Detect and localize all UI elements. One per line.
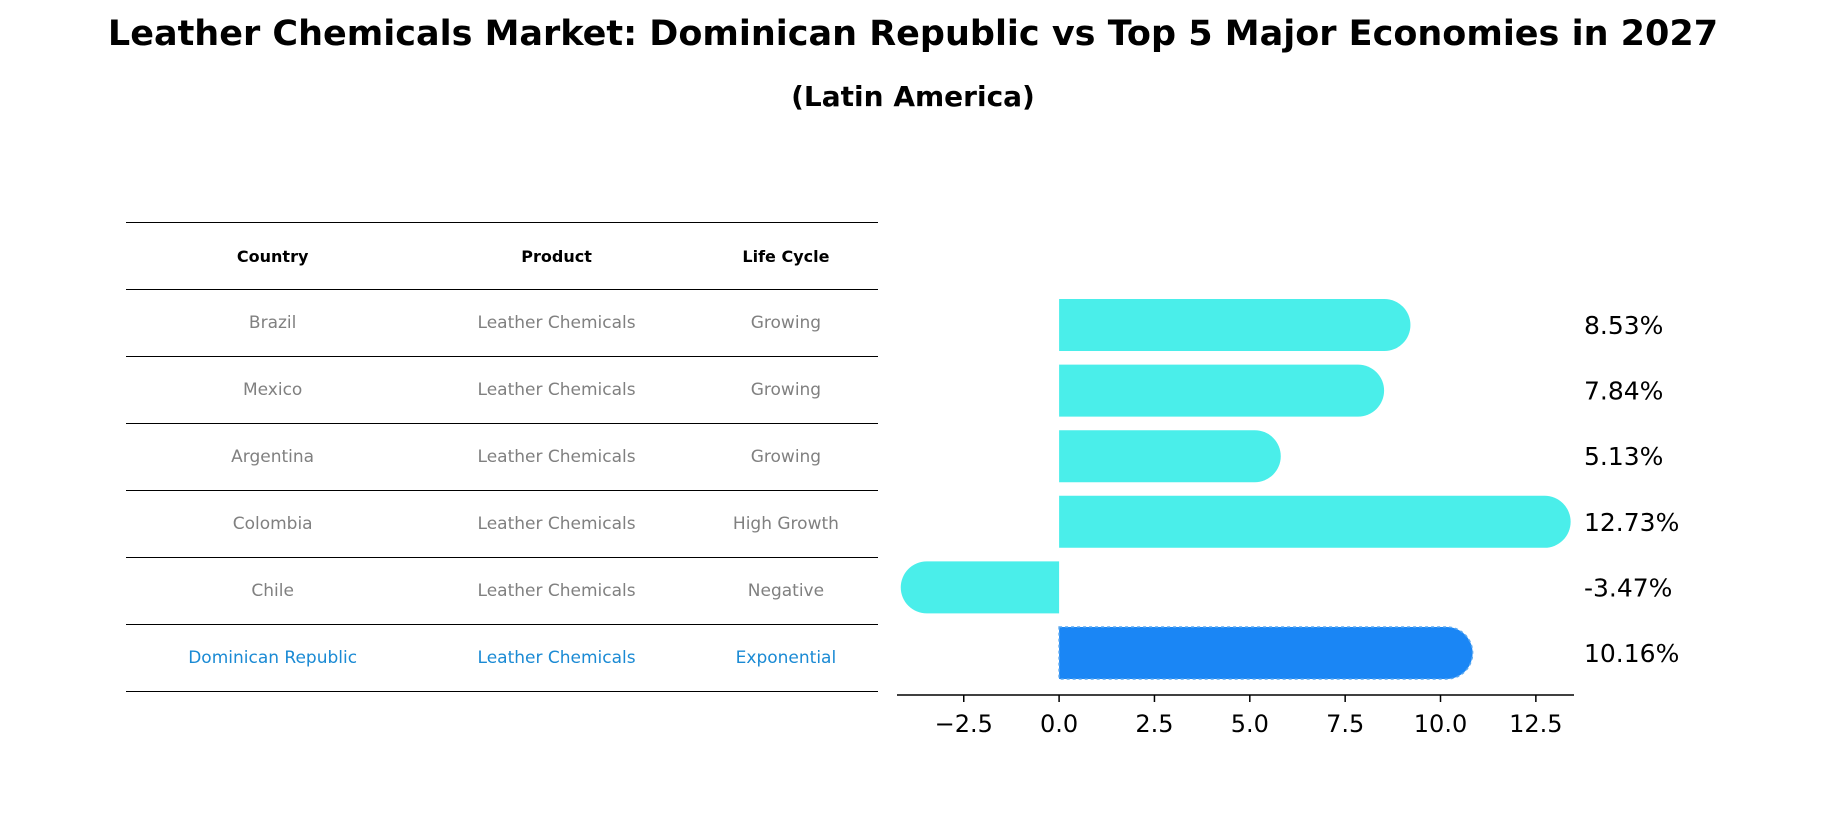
cell-product: Leather Chemicals (419, 356, 694, 424)
value-label: -3.47% (1584, 573, 1672, 602)
chart-title: Leather Chemicals Market: Dominican Repu… (107, 14, 1719, 54)
value-labels-group: 8.53% 7.84% 5.13% 12.73% -3.47% 10.16% (1584, 311, 1679, 668)
cell-product: Leather Chemicals (419, 289, 694, 357)
value-label: 7.84% (1584, 377, 1663, 406)
table-row: Chile Leather Chemicals Negative (126, 557, 878, 625)
cell-country: Brazil (126, 289, 420, 357)
table-row: Colombia Leather Chemicals High Growth (126, 490, 878, 558)
value-label: 5.13% (1584, 442, 1663, 471)
cell-life-cycle: Growing (693, 423, 878, 491)
cell-country: Dominican Republic (126, 624, 420, 692)
cell-life-cycle: Negative (693, 557, 878, 625)
cell-product: Leather Chemicals (419, 423, 694, 491)
table-row-highlighted: Dominican Republic Leather Chemicals Exp… (126, 624, 878, 692)
cell-country: Colombia (126, 490, 420, 558)
table-row: Brazil Leather Chemicals Growing (126, 289, 878, 357)
x-tick-label: 0.0 (1040, 710, 1078, 738)
x-tick-label: 12.5 (1509, 710, 1562, 738)
x-tick-label: 10.0 (1414, 710, 1467, 738)
cell-product: Leather Chemicals (419, 490, 694, 558)
bar-argentina (1059, 430, 1281, 483)
bar-chile (900, 561, 1060, 614)
value-label: 8.53% (1584, 311, 1663, 340)
comparison-table: Country Product Life Cycle Brazil Leathe… (126, 222, 878, 692)
header-product: Product (419, 222, 694, 290)
x-tick-label: 5.0 (1231, 710, 1269, 738)
cell-life-cycle: Growing (693, 356, 878, 424)
header-country: Country (126, 222, 420, 290)
cell-product: Leather Chemicals (419, 624, 694, 692)
table-row: Mexico Leather Chemicals Growing (126, 356, 878, 424)
cell-country: Mexico (126, 356, 420, 424)
cell-country: Argentina (126, 423, 420, 491)
bar-brazil (1059, 299, 1411, 351)
table-header-row: Country Product Life Cycle (126, 222, 878, 290)
bar-mexico (1059, 364, 1385, 417)
cell-life-cycle: Growing (693, 289, 878, 357)
cell-life-cycle: Exponential (693, 624, 878, 692)
x-tick-label: −2.5 (935, 710, 993, 738)
chart-subtitle: (Latin America) (791, 80, 1035, 113)
value-label: 10.16% (1584, 639, 1679, 668)
table-row: Argentina Leather Chemicals Growing (126, 423, 878, 491)
cell-life-cycle: High Growth (693, 490, 878, 558)
x-ticks-group: −2.5 0.0 2.5 5.0 7.5 10.0 12.5 (935, 695, 1563, 738)
bar-colombia (1059, 495, 1571, 548)
bar-dominican-republic (1058, 626, 1474, 680)
x-tick-label: 2.5 (1135, 710, 1173, 738)
x-tick-label: 7.5 (1326, 710, 1364, 738)
value-label: 12.73% (1584, 508, 1679, 537)
cell-country: Chile (126, 557, 420, 625)
bars-group (900, 299, 1571, 680)
header-life-cycle: Life Cycle (693, 222, 878, 290)
